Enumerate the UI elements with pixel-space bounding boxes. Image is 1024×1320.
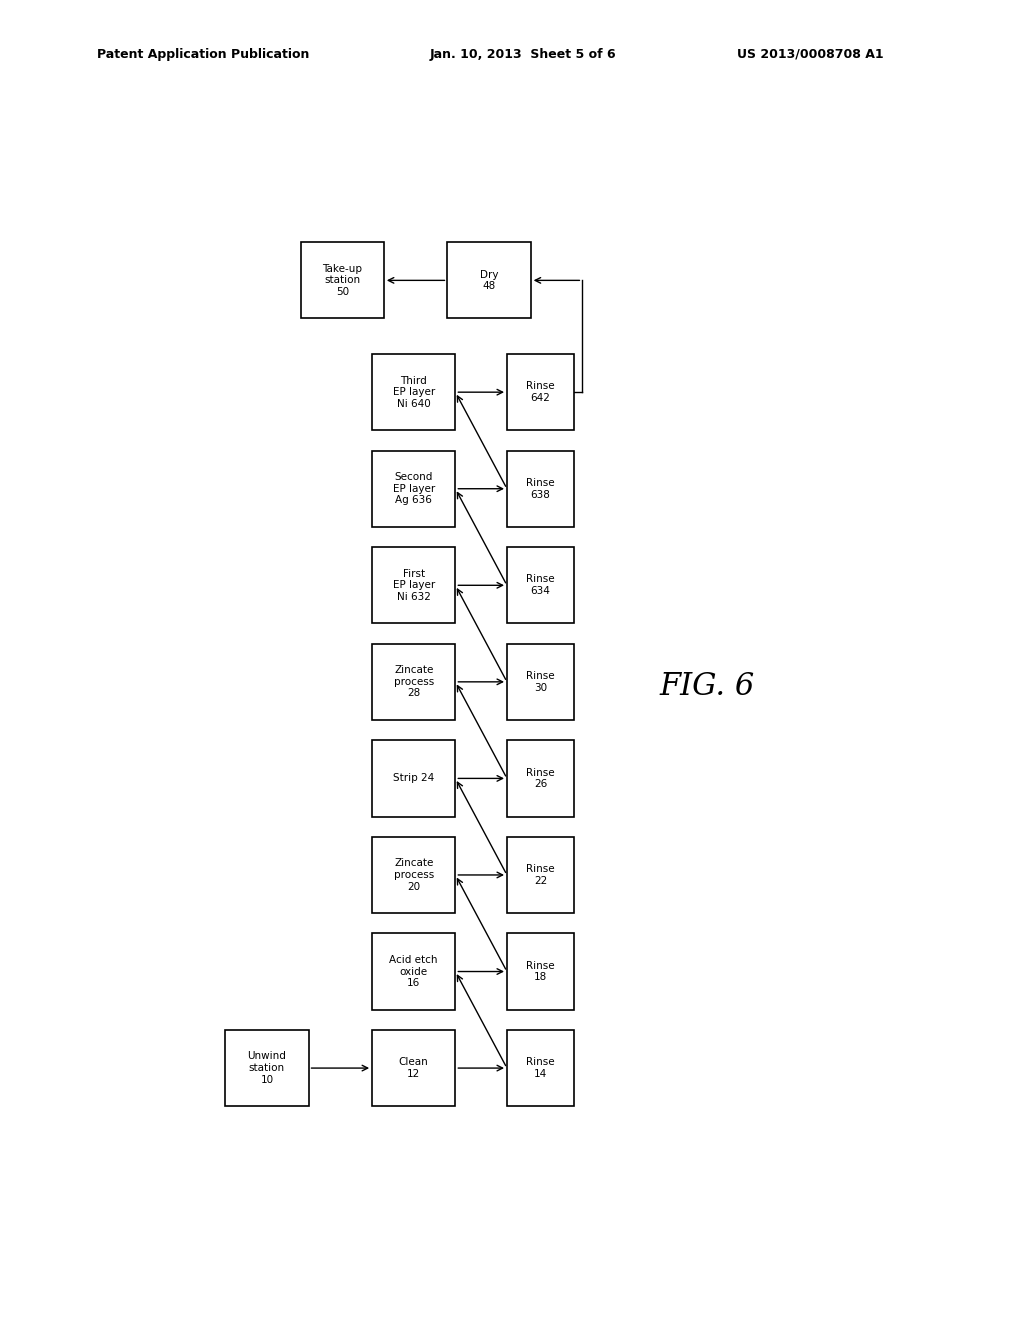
Bar <box>507 450 574 527</box>
Bar <box>372 644 456 719</box>
Bar <box>507 741 574 817</box>
Text: Take-up
station
50: Take-up station 50 <box>323 264 362 297</box>
Bar <box>447 243 530 318</box>
Text: FIG. 6: FIG. 6 <box>659 672 755 702</box>
Bar <box>372 548 456 623</box>
Text: Rinse
638: Rinse 638 <box>526 478 555 499</box>
Text: Rinse
30: Rinse 30 <box>526 671 555 693</box>
Bar <box>301 243 384 318</box>
Text: Rinse
634: Rinse 634 <box>526 574 555 597</box>
Bar <box>507 837 574 913</box>
Text: First
EP layer
Ni 632: First EP layer Ni 632 <box>392 569 435 602</box>
Text: Rinse
26: Rinse 26 <box>526 768 555 789</box>
Text: Acid etch
oxide
16: Acid etch oxide 16 <box>389 954 438 989</box>
Bar <box>507 354 574 430</box>
Text: US 2013/0008708 A1: US 2013/0008708 A1 <box>737 48 884 61</box>
Text: Rinse
642: Rinse 642 <box>526 381 555 403</box>
Text: Third
EP layer
Ni 640: Third EP layer Ni 640 <box>392 376 435 409</box>
Bar <box>372 837 456 913</box>
Bar <box>372 741 456 817</box>
Bar <box>225 1030 308 1106</box>
Text: Rinse
18: Rinse 18 <box>526 961 555 982</box>
Bar <box>507 548 574 623</box>
Text: Dry
48: Dry 48 <box>480 269 499 292</box>
Bar <box>507 644 574 719</box>
Bar <box>372 933 456 1010</box>
Text: Rinse
22: Rinse 22 <box>526 865 555 886</box>
Bar <box>372 450 456 527</box>
Text: Jan. 10, 2013  Sheet 5 of 6: Jan. 10, 2013 Sheet 5 of 6 <box>430 48 616 61</box>
Text: Clean
12: Clean 12 <box>398 1057 429 1078</box>
Bar <box>372 354 456 430</box>
Text: Second
EP layer
Ag 636: Second EP layer Ag 636 <box>392 473 435 506</box>
Text: Rinse
14: Rinse 14 <box>526 1057 555 1078</box>
Bar <box>507 933 574 1010</box>
Bar <box>372 1030 456 1106</box>
Text: Strip 24: Strip 24 <box>393 774 434 783</box>
Text: Zincate
process
20: Zincate process 20 <box>393 858 434 891</box>
Bar <box>507 1030 574 1106</box>
Text: Zincate
process
28: Zincate process 28 <box>393 665 434 698</box>
Text: Unwind
station
10: Unwind station 10 <box>248 1052 287 1085</box>
Text: Patent Application Publication: Patent Application Publication <box>97 48 309 61</box>
